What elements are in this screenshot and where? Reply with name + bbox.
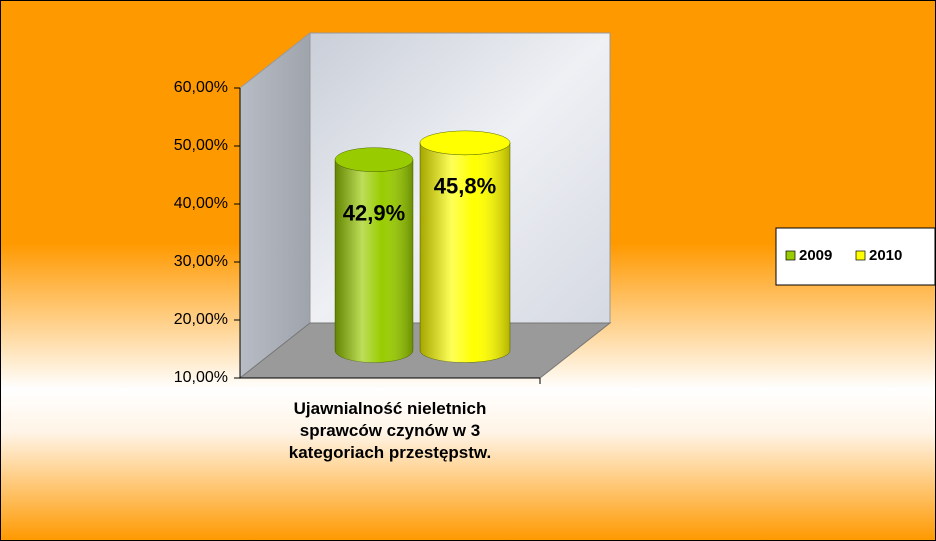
bar-top [419,130,511,156]
y-tick-label: 20,00% [174,311,228,328]
legend-swatch [855,250,866,261]
category-label: Ujawnialność nieletnich sprawców czynów … [288,399,492,462]
bar-shade [420,142,510,363]
value-label: 42,9% [343,200,405,225]
y-tick-label: 30,00% [174,253,228,270]
y-tick-label: 50,00% [174,137,228,154]
y-tick-label: 40,00% [174,195,228,212]
legend-label: 2010 [869,247,902,264]
y-tick-label: 10,00% [174,369,228,386]
bar-shade [335,159,413,363]
legend-swatch [785,250,796,261]
legend [775,227,936,286]
y-tick-label: 60,00% [174,79,228,96]
bar-top [334,147,414,172]
value-label: 45,8% [434,174,496,199]
side-wall [239,31,311,380]
legend-label: 2009 [799,247,832,264]
